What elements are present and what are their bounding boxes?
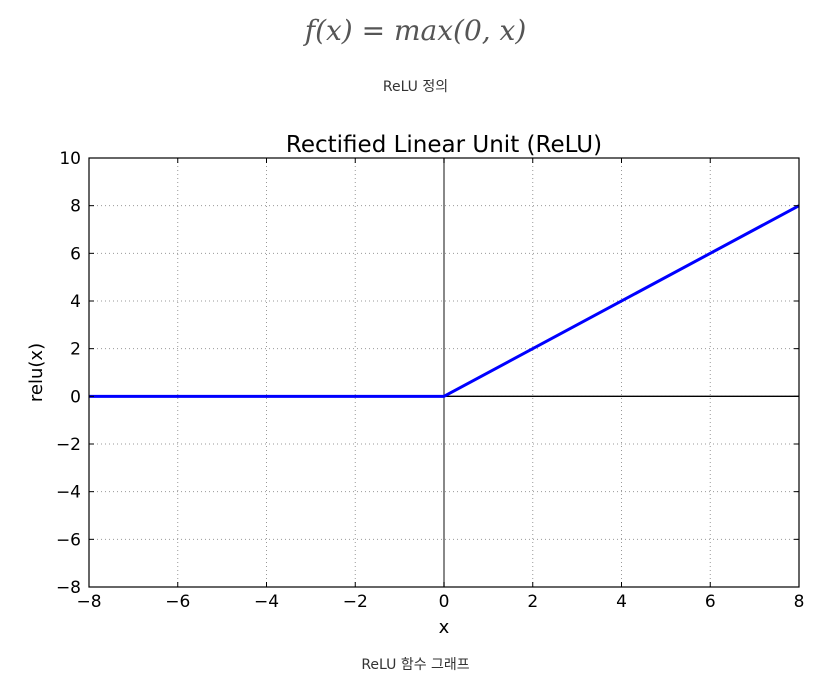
y-tick-label: 6 (70, 244, 81, 264)
x-tick-label: 0 (439, 592, 450, 612)
y-tick-label: 2 (70, 340, 81, 360)
y-tick-label: −8 (56, 578, 81, 598)
caption-definition: ReLU 정의 (382, 79, 449, 95)
x-tick-label: −8 (76, 592, 101, 612)
y-tick-label: 10 (59, 149, 81, 169)
x-tick-label: −4 (254, 592, 279, 612)
chart-title: Rectified Linear Unit (ReLU) (286, 132, 602, 158)
y-tick-label: 0 (70, 387, 81, 407)
y-tick-label: 4 (70, 292, 81, 312)
y-tick-label: −4 (56, 483, 81, 503)
y-tick-label: −2 (56, 435, 81, 455)
y-tick-label: 8 (70, 197, 81, 217)
reference-lines (89, 158, 799, 587)
series-line-relu (89, 204, 800, 398)
x-tick-label: 4 (616, 592, 627, 612)
x-axis-label: x (439, 617, 450, 638)
x-tick-label: 8 (794, 592, 805, 612)
formula: f(x) = max(0, x) (304, 14, 527, 47)
x-tick-label: −2 (343, 592, 368, 612)
ticks: −8 −6 −4 −2 0 2 4 6 8 −8 −6 −4 −2 0 2 4 6 8 10 (56, 149, 804, 612)
x-tick-label: −6 (165, 592, 190, 612)
caption-graph: ReLU 함수 그래프 (361, 657, 470, 673)
y-axis-label: relu(x) (26, 343, 47, 402)
x-tick-label: 6 (705, 592, 716, 612)
series-group (89, 204, 800, 398)
y-tick-label: −6 (56, 530, 81, 550)
x-tick-label: 2 (527, 592, 538, 612)
